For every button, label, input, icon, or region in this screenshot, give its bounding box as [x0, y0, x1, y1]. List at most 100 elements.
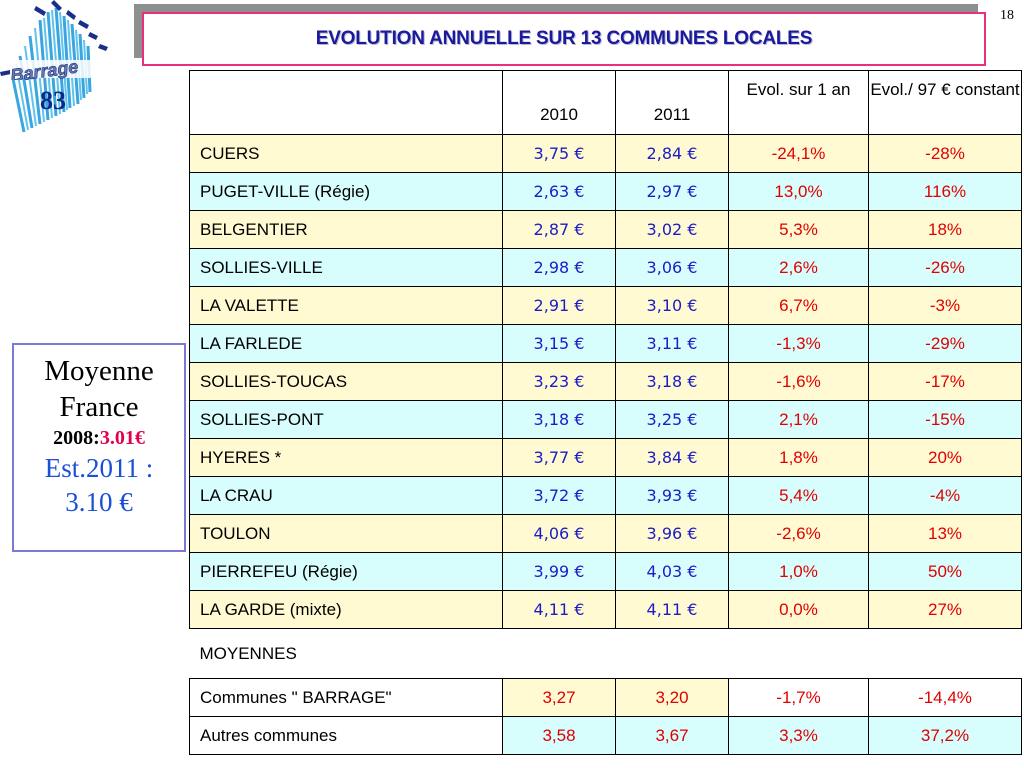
evolution-1-an: 5,3% [728, 210, 869, 249]
moyenne-line-3: 2008:3.01€ [14, 425, 184, 451]
price-2011: 4,11 € [615, 590, 729, 629]
moyenne-line-1: Moyenne [44, 355, 154, 387]
evolution-1-an: 0,0% [728, 590, 869, 629]
evolution-97-constant: 116% [868, 172, 1022, 211]
evolution-97-constant: 27% [868, 590, 1022, 629]
price-2011: 3,10 € [615, 286, 729, 325]
average-group-name: Autres communes [189, 716, 503, 755]
slide-title: EVOLUTION ANNUELLE SUR 13 COMMUNES LOCAL… [315, 28, 813, 49]
commune-name: SOLLIES-TOUCAS [189, 362, 503, 401]
evolution-1-an: 13,0% [728, 172, 869, 211]
price-2011: 2,84 € [615, 134, 729, 173]
average-evolution-1-an: -1,7% [728, 678, 869, 717]
barrage-logo-graphic [0, 0, 118, 133]
table-row: PUGET-VILLE (Régie) 2,63 €2,97 €13,0% 116% [189, 172, 1022, 211]
table-row: TOULON 4,06 €3,96 € -2,6% 13% [189, 514, 1022, 553]
moyenne-line-4: Est.2011 : [44, 453, 154, 483]
header-2011: 2011 [615, 70, 729, 135]
evolution-1-an: -2,6% [728, 514, 869, 553]
commune-name: PUGET-VILLE (Régie) [189, 172, 503, 211]
price-2010: 2,91 € [502, 286, 616, 325]
price-2011: 2,97 € [615, 172, 729, 211]
price-2011: 3,06 € [615, 248, 729, 287]
price-2011: 3,11 € [615, 324, 729, 363]
price-2010: 2,63 € [502, 172, 616, 211]
price-2010: 3,18 € [502, 400, 616, 439]
commune-name: LA CRAU [189, 476, 503, 515]
average-evolution-97-constant: -14,4% [868, 678, 1022, 717]
commune-name: HYERES * [189, 438, 503, 477]
evolution-97-constant: 13% [868, 514, 1022, 553]
average-group-name: Communes " BARRAGE" [189, 678, 503, 717]
table-row: SOLLIES-VILLE 2,98 €3,06 €2,6% -26% [189, 248, 1022, 287]
average-evolution-97-constant: 37,2% [868, 716, 1022, 755]
evolution-97-constant: 50% [868, 552, 1022, 591]
commune-name: SOLLIES-PONT [189, 400, 503, 439]
moyenne-year-label: 2008: [53, 427, 100, 449]
evolution-1-an: -24,1% [728, 134, 869, 173]
header-2010: 2010 [502, 70, 616, 135]
price-2010: 4,06 € [502, 514, 616, 553]
evolution-97-constant: 20% [868, 438, 1022, 477]
barrage-wordmark: Barrage [9, 56, 80, 80]
price-2010: 2,98 € [502, 248, 616, 287]
average-2010: 3,58 [502, 716, 616, 755]
svg-text:Barrage: Barrage [9, 56, 79, 80]
average-evolution-1-an: 3,3% [728, 716, 869, 755]
commune-name: BELGENTIER [189, 210, 503, 249]
evolution-1-an: 5,4% [728, 476, 869, 515]
section-row: MOYENNES [189, 628, 1022, 679]
evolution-97-constant: -28% [868, 134, 1022, 173]
evolution-1-an: -1,3% [728, 324, 869, 363]
average-2010: 3,27 [502, 678, 616, 717]
price-2011: 3,25 € [615, 400, 729, 439]
evolution-1-an: 1,0% [728, 552, 869, 591]
price-2011: 3,96 € [615, 514, 729, 553]
price-2010: 3,99 € [502, 552, 616, 591]
price-2010: 3,75 € [502, 134, 616, 173]
header-commune [189, 70, 503, 135]
table-row: CUERS 3,75 €2,84 € -24,1% -28% [189, 134, 1022, 173]
commune-name: LA VALETTE [189, 286, 503, 325]
price-2010: 4,11 € [502, 590, 616, 629]
table-row: LA CRAU 3,72 €3,93 €5,4% -4% [189, 476, 1022, 515]
price-2011: 3,18 € [615, 362, 729, 401]
evolution-97-constant: -26% [868, 248, 1022, 287]
evolution-97-constant: -15% [868, 400, 1022, 439]
price-2010: 3,15 € [502, 324, 616, 363]
average-row: Autres communes 3,58 3,67 3,3% 37,2% [189, 716, 1022, 755]
table-row: LA FARLEDE 3,15 €3,11 € -1,3% -29% [189, 324, 1022, 363]
average-2011: 3,20 [615, 678, 729, 717]
evolution-1-an: 1,8% [728, 438, 869, 477]
price-2011: 4,03 € [615, 552, 729, 591]
commune-name: CUERS [189, 134, 503, 173]
evolution-97-constant: -4% [868, 476, 1022, 515]
table-row: LA GARDE (mixte) 4,11 €4,11 €0,0% 27% [189, 590, 1022, 629]
commune-name: LA FARLEDE [189, 324, 503, 363]
commune-name: SOLLIES-VILLE [189, 248, 503, 287]
table-row: LA VALETTE 2,91 €3,10 €6,7% -3% [189, 286, 1022, 325]
section-label: MOYENNES [189, 628, 1022, 679]
commune-name: LA GARDE (mixte) [189, 590, 503, 629]
commune-name: TOULON [189, 514, 503, 553]
header-evol-1-an: Evol. sur 1 an [728, 70, 869, 135]
evolution-97-constant: -17% [868, 362, 1022, 401]
price-2010: 2,87 € [502, 210, 616, 249]
moyenne-line-5: 3.10 € [65, 487, 133, 517]
evolution-1-an: 2,1% [728, 400, 869, 439]
price-2010: 3,23 € [502, 362, 616, 401]
title-box: EVOLUTION ANNUELLE SUR 13 COMMUNES LOCAL… [142, 12, 986, 66]
logo-number: 83 [40, 86, 66, 115]
average-2011: 3,67 [615, 716, 729, 755]
price-2010: 3,77 € [502, 438, 616, 477]
evolution-97-constant: -29% [868, 324, 1022, 363]
evolution-1-an: -1,6% [728, 362, 869, 401]
evolution-1-an: 6,7% [728, 286, 869, 325]
average-row: Communes " BARRAGE" 3,27 3,20 -1,7% -14,4% [189, 678, 1022, 717]
moyenne-2008-value: 3.01€ [99, 427, 145, 449]
moyenne-line-2: France [59, 391, 139, 423]
table-header-row: 2010 2011 Evol. sur 1 an Evol./ 97 € con… [189, 70, 1022, 135]
moyenne-france-box: Moyenne France 2008:3.01€ Est.2011 : 3.1… [12, 343, 186, 552]
table-row: SOLLIES-PONT 3,18 €3,25 €2,1% -15% [189, 400, 1022, 439]
barrage-logo: Barrage 83 [0, 0, 130, 140]
